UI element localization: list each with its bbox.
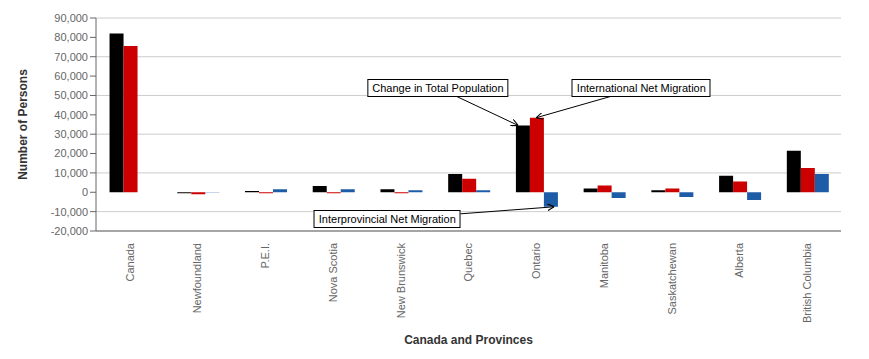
svg-text:70,000: 70,000: [54, 51, 88, 63]
svg-text:Alberta: Alberta: [733, 242, 745, 278]
svg-text:P.E.I.: P.E.I.: [259, 243, 271, 268]
svg-text:40,000: 40,000: [54, 109, 88, 121]
svg-text:Newfoundland: Newfoundland: [191, 243, 203, 313]
html-text:Interprovincial Net Migration: Interprovincial Net Migration: [318, 213, 456, 226]
svg-text:British Columbia: British Columbia: [801, 242, 813, 323]
svg-text:30,000: 30,000: [54, 128, 88, 140]
svg-text:Quebec: Quebec: [462, 243, 474, 282]
svg-text:-20,000: -20,000: [51, 225, 88, 237]
svg-text:0: 0: [82, 186, 88, 198]
svg-text:New Brunswick: New Brunswick: [395, 243, 407, 319]
svg-text:60,000: 60,000: [54, 70, 88, 82]
svg-text:Saskatchewan: Saskatchewan: [666, 243, 678, 315]
svg-text:Canada and Provinces: Canada and Provinces: [404, 333, 533, 347]
svg-text:80,000: 80,000: [54, 31, 88, 43]
svg-text:Ontario: Ontario: [530, 243, 542, 279]
svg-text:-10,000: -10,000: [51, 206, 88, 218]
svg-text:90,000: 90,000: [54, 12, 88, 24]
svg-text:Manitoba: Manitoba: [598, 242, 610, 288]
svg-text:Number of Persons: Number of Persons: [16, 69, 30, 180]
html-text:International Net Migration: International Net Migration: [576, 81, 706, 94]
svg-text:Canada: Canada: [124, 242, 136, 281]
svg-text:20,000: 20,000: [54, 147, 88, 159]
svg-text:Nova Scotia: Nova Scotia: [327, 242, 339, 302]
svg-text:10,000: 10,000: [54, 167, 88, 179]
svg-text:50,000: 50,000: [54, 89, 88, 101]
html-text:Change in Total Population: Change in Total Population: [372, 81, 504, 94]
